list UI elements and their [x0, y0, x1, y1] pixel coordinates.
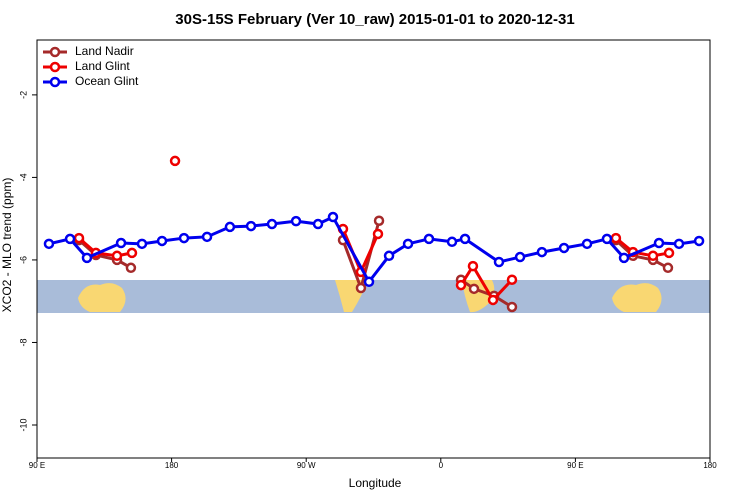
point — [372, 228, 384, 240]
point — [136, 238, 148, 250]
point — [558, 242, 570, 254]
point — [402, 238, 414, 250]
legend-marker — [49, 61, 61, 73]
point — [245, 220, 257, 232]
point — [156, 235, 168, 247]
point — [169, 155, 181, 167]
point — [290, 215, 302, 227]
point — [487, 294, 499, 306]
point — [224, 221, 236, 233]
point — [383, 250, 395, 262]
y-tick-label: -10 — [18, 418, 28, 431]
legend-label: Land Nadir — [75, 44, 134, 58]
x-tick-label: 180 — [165, 461, 179, 470]
point — [514, 251, 526, 263]
point — [363, 276, 375, 288]
legend-label: Ocean Glint — [75, 74, 139, 88]
chart-title: 30S-15S February (Ver 10_raw) 2015-01-01… — [175, 11, 574, 28]
point — [506, 274, 518, 285]
point — [266, 218, 278, 230]
point — [373, 215, 385, 226]
point — [312, 218, 324, 230]
x-tick-label: 90 W — [297, 461, 316, 470]
point — [126, 247, 138, 259]
point — [506, 301, 518, 313]
series-line — [48, 215, 700, 285]
point — [536, 246, 548, 258]
point — [81, 252, 93, 264]
map-background — [37, 280, 710, 313]
legend-marker — [49, 76, 61, 88]
y-tick-label: -2 — [18, 91, 28, 99]
y-tick-label: -8 — [18, 338, 28, 346]
point — [493, 256, 505, 268]
point — [111, 250, 123, 262]
point — [581, 238, 593, 250]
point — [423, 233, 435, 245]
point — [673, 238, 685, 250]
y-axis-label: XCO2 - MLO trend (ppm) — [0, 178, 14, 313]
point — [125, 262, 137, 274]
point — [178, 232, 190, 244]
x-tick-label: 0 — [439, 461, 444, 470]
point — [64, 233, 76, 245]
legend-marker — [49, 46, 61, 58]
point — [459, 233, 471, 245]
point — [610, 232, 622, 244]
point — [601, 233, 613, 245]
point — [455, 279, 467, 291]
point — [693, 235, 705, 247]
point — [647, 250, 659, 262]
point — [115, 237, 127, 249]
x-tick-label: 180 — [703, 461, 717, 470]
point — [653, 237, 665, 249]
y-tick-label: -6 — [18, 256, 28, 264]
point — [355, 282, 367, 294]
point — [327, 211, 339, 223]
point — [446, 236, 458, 248]
plot-frame — [36, 39, 711, 459]
point — [662, 262, 674, 274]
point — [467, 260, 479, 272]
legend-label: Land Glint — [75, 59, 130, 73]
point — [468, 283, 480, 295]
x-axis-label: Longitude — [349, 476, 402, 490]
point — [663, 247, 675, 259]
x-tick-label: 90 E — [29, 461, 45, 470]
point — [201, 231, 213, 243]
x-tick-label: 90 E — [567, 461, 583, 470]
y-tick-label: -4 — [18, 173, 28, 181]
point — [618, 252, 630, 264]
point — [43, 238, 55, 250]
point — [73, 232, 85, 244]
